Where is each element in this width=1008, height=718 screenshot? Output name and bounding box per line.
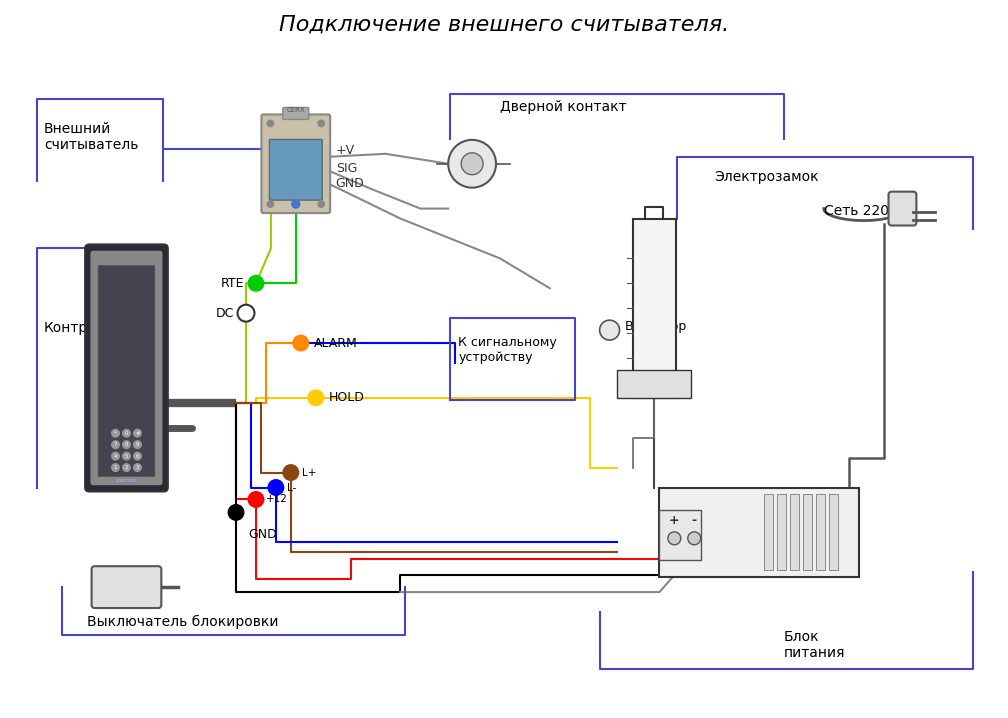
Bar <box>790 495 799 570</box>
Text: Электрозамок: Электрозамок <box>715 169 818 184</box>
Circle shape <box>267 479 284 496</box>
Text: parsec: parsec <box>116 478 137 483</box>
Circle shape <box>318 201 325 208</box>
FancyBboxPatch shape <box>91 251 162 485</box>
Text: 5: 5 <box>125 454 128 459</box>
Text: *: * <box>114 431 117 436</box>
Text: SIG: SIG <box>336 162 357 175</box>
Text: HOLD: HOLD <box>329 391 365 404</box>
Circle shape <box>248 275 264 292</box>
Text: GND: GND <box>248 528 277 541</box>
Circle shape <box>112 452 119 460</box>
Circle shape <box>123 452 130 460</box>
FancyBboxPatch shape <box>261 114 331 213</box>
Text: L+: L+ <box>301 467 317 477</box>
Bar <box>659 488 859 577</box>
Bar <box>632 218 676 398</box>
Circle shape <box>134 441 141 449</box>
FancyBboxPatch shape <box>92 567 161 608</box>
Text: #: # <box>135 431 140 436</box>
Text: 0: 0 <box>125 431 128 436</box>
Text: -: - <box>691 514 697 527</box>
Bar <box>815 495 825 570</box>
Bar <box>777 495 786 570</box>
Text: +: + <box>669 514 679 527</box>
Circle shape <box>238 304 254 322</box>
Circle shape <box>668 532 680 545</box>
Text: Дверной контакт: Дверной контакт <box>500 100 627 114</box>
FancyBboxPatch shape <box>269 139 323 200</box>
Text: 3: 3 <box>136 465 139 470</box>
Text: 7: 7 <box>114 442 117 447</box>
Text: 8: 8 <box>125 442 128 447</box>
Text: DC: DC <box>216 307 234 320</box>
Text: CERX: CERX <box>286 108 305 113</box>
FancyBboxPatch shape <box>85 244 167 492</box>
Circle shape <box>123 441 130 449</box>
FancyBboxPatch shape <box>888 192 916 225</box>
Text: L-: L- <box>287 482 296 493</box>
Bar <box>764 495 773 570</box>
Circle shape <box>687 532 701 545</box>
FancyBboxPatch shape <box>283 108 308 119</box>
Circle shape <box>134 452 141 460</box>
Circle shape <box>292 200 299 208</box>
Circle shape <box>449 140 496 187</box>
Text: Подключение внешнего считывателя.: Подключение внешнего считывателя. <box>279 14 729 34</box>
Text: 4: 4 <box>114 454 117 459</box>
Circle shape <box>134 464 141 471</box>
Text: RTE: RTE <box>221 277 244 290</box>
Text: Контроллер: Контроллер <box>43 321 132 335</box>
Circle shape <box>282 464 299 481</box>
Circle shape <box>123 429 130 437</box>
Text: Блок
питания: Блок питания <box>784 630 846 660</box>
Text: Внешний
считыватель: Внешний считыватель <box>43 122 138 152</box>
Text: GND: GND <box>336 177 365 190</box>
Circle shape <box>307 389 325 406</box>
Text: 6: 6 <box>136 454 139 459</box>
Circle shape <box>112 441 119 449</box>
Bar <box>802 495 811 570</box>
Circle shape <box>112 464 119 471</box>
Circle shape <box>123 464 130 471</box>
Text: 1: 1 <box>114 465 117 470</box>
Text: +12: +12 <box>266 495 288 505</box>
Circle shape <box>228 504 245 521</box>
Circle shape <box>292 335 309 352</box>
FancyBboxPatch shape <box>98 266 155 477</box>
Text: К сигнальному
устройству: К сигнальному устройству <box>459 336 557 364</box>
Circle shape <box>318 120 325 126</box>
Bar <box>617 370 691 398</box>
Circle shape <box>462 153 483 174</box>
Bar <box>659 510 702 560</box>
Circle shape <box>600 320 620 340</box>
Text: Сеть 220В: Сеть 220В <box>824 204 898 218</box>
Bar <box>829 495 838 570</box>
Circle shape <box>112 429 119 437</box>
Circle shape <box>267 120 273 126</box>
Circle shape <box>267 201 273 208</box>
Circle shape <box>134 429 141 437</box>
Text: +V: +V <box>336 144 355 157</box>
Text: 9: 9 <box>136 442 139 447</box>
Text: 2: 2 <box>125 465 128 470</box>
Text: Варистор: Варистор <box>625 320 686 332</box>
Text: Выключатель блокировки: Выключатель блокировки <box>87 615 278 629</box>
Text: ALARM: ALARM <box>313 337 358 350</box>
Circle shape <box>248 491 264 508</box>
